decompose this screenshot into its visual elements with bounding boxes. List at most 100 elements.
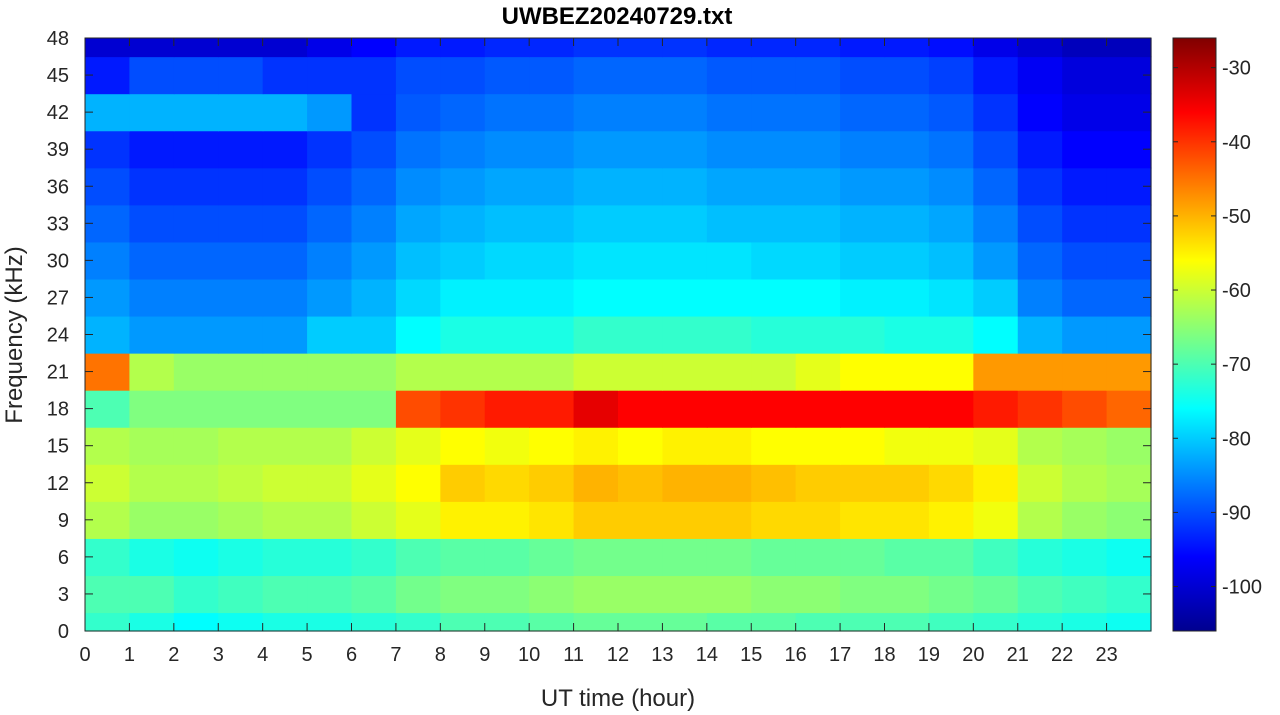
- heatmap-cell: [706, 538, 752, 577]
- heatmap-cell: [706, 464, 752, 502]
- heatmap-cell: [262, 501, 308, 539]
- heatmap-cell: [973, 241, 1019, 280]
- heatmap-cell: [662, 575, 708, 614]
- heatmap-cell: [395, 167, 441, 206]
- heatmap-cell: [884, 38, 930, 58]
- heatmap-cell: [840, 167, 886, 206]
- heatmap-cell: [1062, 278, 1108, 317]
- heatmap-cell: [618, 501, 664, 539]
- heatmap-cell: [884, 427, 930, 465]
- heatmap-cell: [440, 167, 486, 206]
- heatmap-cell: [395, 612, 441, 632]
- heatmap-cell: [618, 575, 664, 614]
- x-tick-label: 2: [168, 644, 179, 666]
- heatmap-cell: [1062, 315, 1108, 354]
- heatmap-cell: [1017, 575, 1063, 614]
- heatmap-cell: [884, 204, 930, 243]
- x-tick-label: 19: [918, 644, 940, 666]
- heatmap-cell: [307, 315, 353, 354]
- heatmap-cell: [484, 56, 530, 95]
- colorbar-tick-label: -30: [1222, 58, 1251, 80]
- x-tick-label: 15: [740, 644, 762, 666]
- colorbar-tick-label: -100: [1222, 577, 1262, 599]
- heatmap-cell: [351, 612, 397, 632]
- heatmap-cell: [1062, 353, 1108, 391]
- chart-title: UWBEZ20240729.txt: [502, 3, 733, 30]
- heatmap-cell: [1062, 38, 1108, 58]
- colorbar-ticks: -30 -40 -50 -60 -70 -80 -90 -100: [1173, 58, 1262, 599]
- heatmap-cell: [173, 241, 219, 280]
- heatmap-cell: [395, 278, 441, 317]
- heatmap-cell: [573, 501, 619, 539]
- heatmap-cell: [1017, 464, 1063, 502]
- heatmap-cell: [795, 427, 841, 465]
- heatmap-cell: [706, 501, 752, 539]
- heatmap-cell: [1106, 38, 1152, 58]
- heatmap-cell: [618, 204, 664, 243]
- colorbar-tick-label: -70: [1222, 354, 1251, 376]
- heatmap-cell: [973, 501, 1019, 539]
- heatmap-cell: [662, 501, 708, 539]
- heatmap-cell: [307, 130, 353, 169]
- heatmap-cell: [440, 427, 486, 465]
- heatmap-cell: [529, 93, 575, 132]
- heatmap-cell: [573, 538, 619, 577]
- heatmap-cell: [440, 464, 486, 502]
- heatmap-cell: [262, 38, 308, 58]
- heatmap-cell: [307, 167, 353, 206]
- heatmap-cell: [307, 353, 353, 391]
- heatmap-cell: [351, 204, 397, 243]
- heatmap-cell: [218, 130, 264, 169]
- heatmap-cell: [884, 130, 930, 169]
- heatmap-cell: [440, 278, 486, 317]
- heatmap-cell: [440, 38, 486, 58]
- heatmap-cell: [129, 538, 175, 577]
- heatmap-cell: [529, 353, 575, 391]
- heatmap-cell: [129, 315, 175, 354]
- heatmap-cell: [840, 612, 886, 632]
- heatmap-cell: [440, 204, 486, 243]
- heatmap-cell: [973, 612, 1019, 632]
- heatmap-cell: [351, 353, 397, 391]
- heatmap-cell: [262, 130, 308, 169]
- heatmap-cell: [307, 612, 353, 632]
- heatmap-cell: [573, 241, 619, 280]
- heatmap-cell: [484, 38, 530, 58]
- heatmap-cell: [884, 538, 930, 577]
- heatmap-cell: [662, 93, 708, 132]
- heatmap-cell: [884, 56, 930, 95]
- colorbar: -30 -40 -50 -60 -70 -80 -90 -100: [1172, 37, 1262, 632]
- heatmap-cell: [928, 204, 974, 243]
- heatmap-cell: [662, 353, 708, 391]
- heatmap-cell: [395, 38, 441, 58]
- heatmap-cell: [173, 390, 219, 428]
- heatmap-cell: [1017, 56, 1063, 95]
- y-tick-label: 24: [47, 325, 69, 347]
- heatmap-cell: [395, 427, 441, 465]
- y-tick-label: 33: [47, 213, 69, 235]
- heatmap-cell: [618, 427, 664, 465]
- heatmap-cell: [751, 464, 797, 502]
- heatmap-cell: [129, 390, 175, 428]
- heatmap-cell: [1062, 390, 1108, 428]
- heatmap-cell: [218, 56, 264, 95]
- heatmap-cell: [440, 93, 486, 132]
- heatmap-cell: [973, 575, 1019, 614]
- heatmap-cell: [618, 130, 664, 169]
- heatmap-cell: [751, 93, 797, 132]
- heatmap-cell: [840, 93, 886, 132]
- heatmap-cell: [928, 38, 974, 58]
- heatmap-cell: [573, 204, 619, 243]
- heatmap-cell: [440, 501, 486, 539]
- heatmap-cell: [751, 390, 797, 428]
- heatmap-cell: [573, 390, 619, 428]
- y-tick-label: 0: [58, 621, 69, 643]
- heatmap-cell: [840, 427, 886, 465]
- heatmap-cell: [529, 38, 575, 58]
- heatmap-cell: [173, 538, 219, 577]
- heatmap-cell: [751, 501, 797, 539]
- heatmap-cell: [529, 390, 575, 428]
- y-axis-label: Frequency (kHz): [1, 246, 28, 423]
